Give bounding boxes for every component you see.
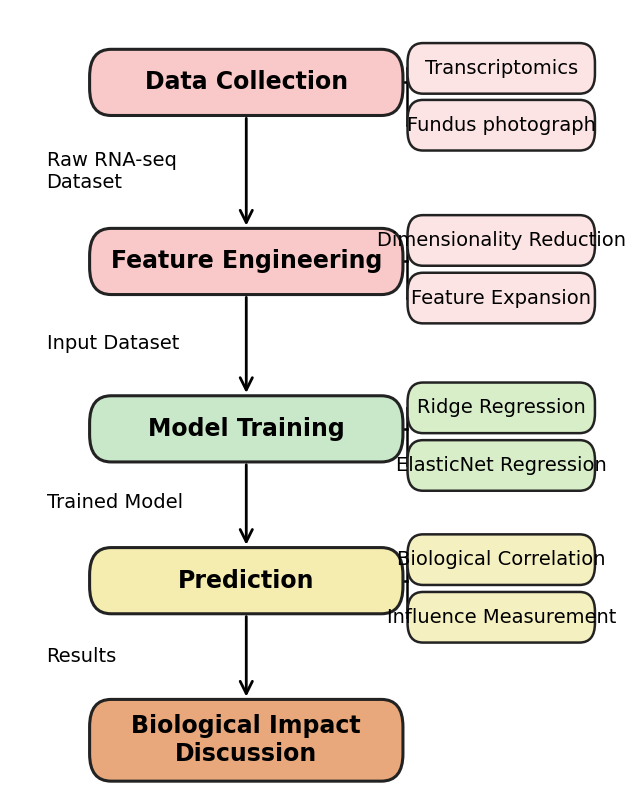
FancyBboxPatch shape <box>408 592 595 642</box>
Text: Feature Engineering: Feature Engineering <box>111 250 382 273</box>
Text: Ridge Regression: Ridge Regression <box>417 398 586 418</box>
FancyBboxPatch shape <box>90 396 403 462</box>
Text: Model Training: Model Training <box>148 417 345 441</box>
FancyBboxPatch shape <box>90 547 403 614</box>
Text: Results: Results <box>47 646 117 666</box>
Text: Data Collection: Data Collection <box>145 71 348 94</box>
FancyBboxPatch shape <box>90 229 403 294</box>
Text: Fundus photograph: Fundus photograph <box>407 116 596 135</box>
FancyBboxPatch shape <box>408 534 595 585</box>
Text: ElasticNet Regression: ElasticNet Regression <box>396 456 607 475</box>
Text: Dimensionality Reduction: Dimensionality Reduction <box>377 231 626 250</box>
Text: Raw RNA-seq
Dataset: Raw RNA-seq Dataset <box>47 152 177 192</box>
Text: Feature Expansion: Feature Expansion <box>412 289 591 307</box>
Text: Prediction: Prediction <box>178 569 314 593</box>
Text: Biological Correlation: Biological Correlation <box>397 550 605 569</box>
Text: Transcriptomics: Transcriptomics <box>425 59 578 78</box>
FancyBboxPatch shape <box>408 215 595 266</box>
Text: Trained Model: Trained Model <box>47 493 182 513</box>
FancyBboxPatch shape <box>90 49 403 115</box>
Text: Biological Impact
Discussion: Biological Impact Discussion <box>131 714 361 766</box>
FancyBboxPatch shape <box>408 100 595 151</box>
FancyBboxPatch shape <box>408 43 595 94</box>
FancyBboxPatch shape <box>90 699 403 781</box>
FancyBboxPatch shape <box>408 383 595 433</box>
FancyBboxPatch shape <box>408 272 595 324</box>
FancyBboxPatch shape <box>408 440 595 491</box>
Text: Influence Measurement: Influence Measurement <box>387 607 616 627</box>
Text: Input Dataset: Input Dataset <box>47 333 179 353</box>
